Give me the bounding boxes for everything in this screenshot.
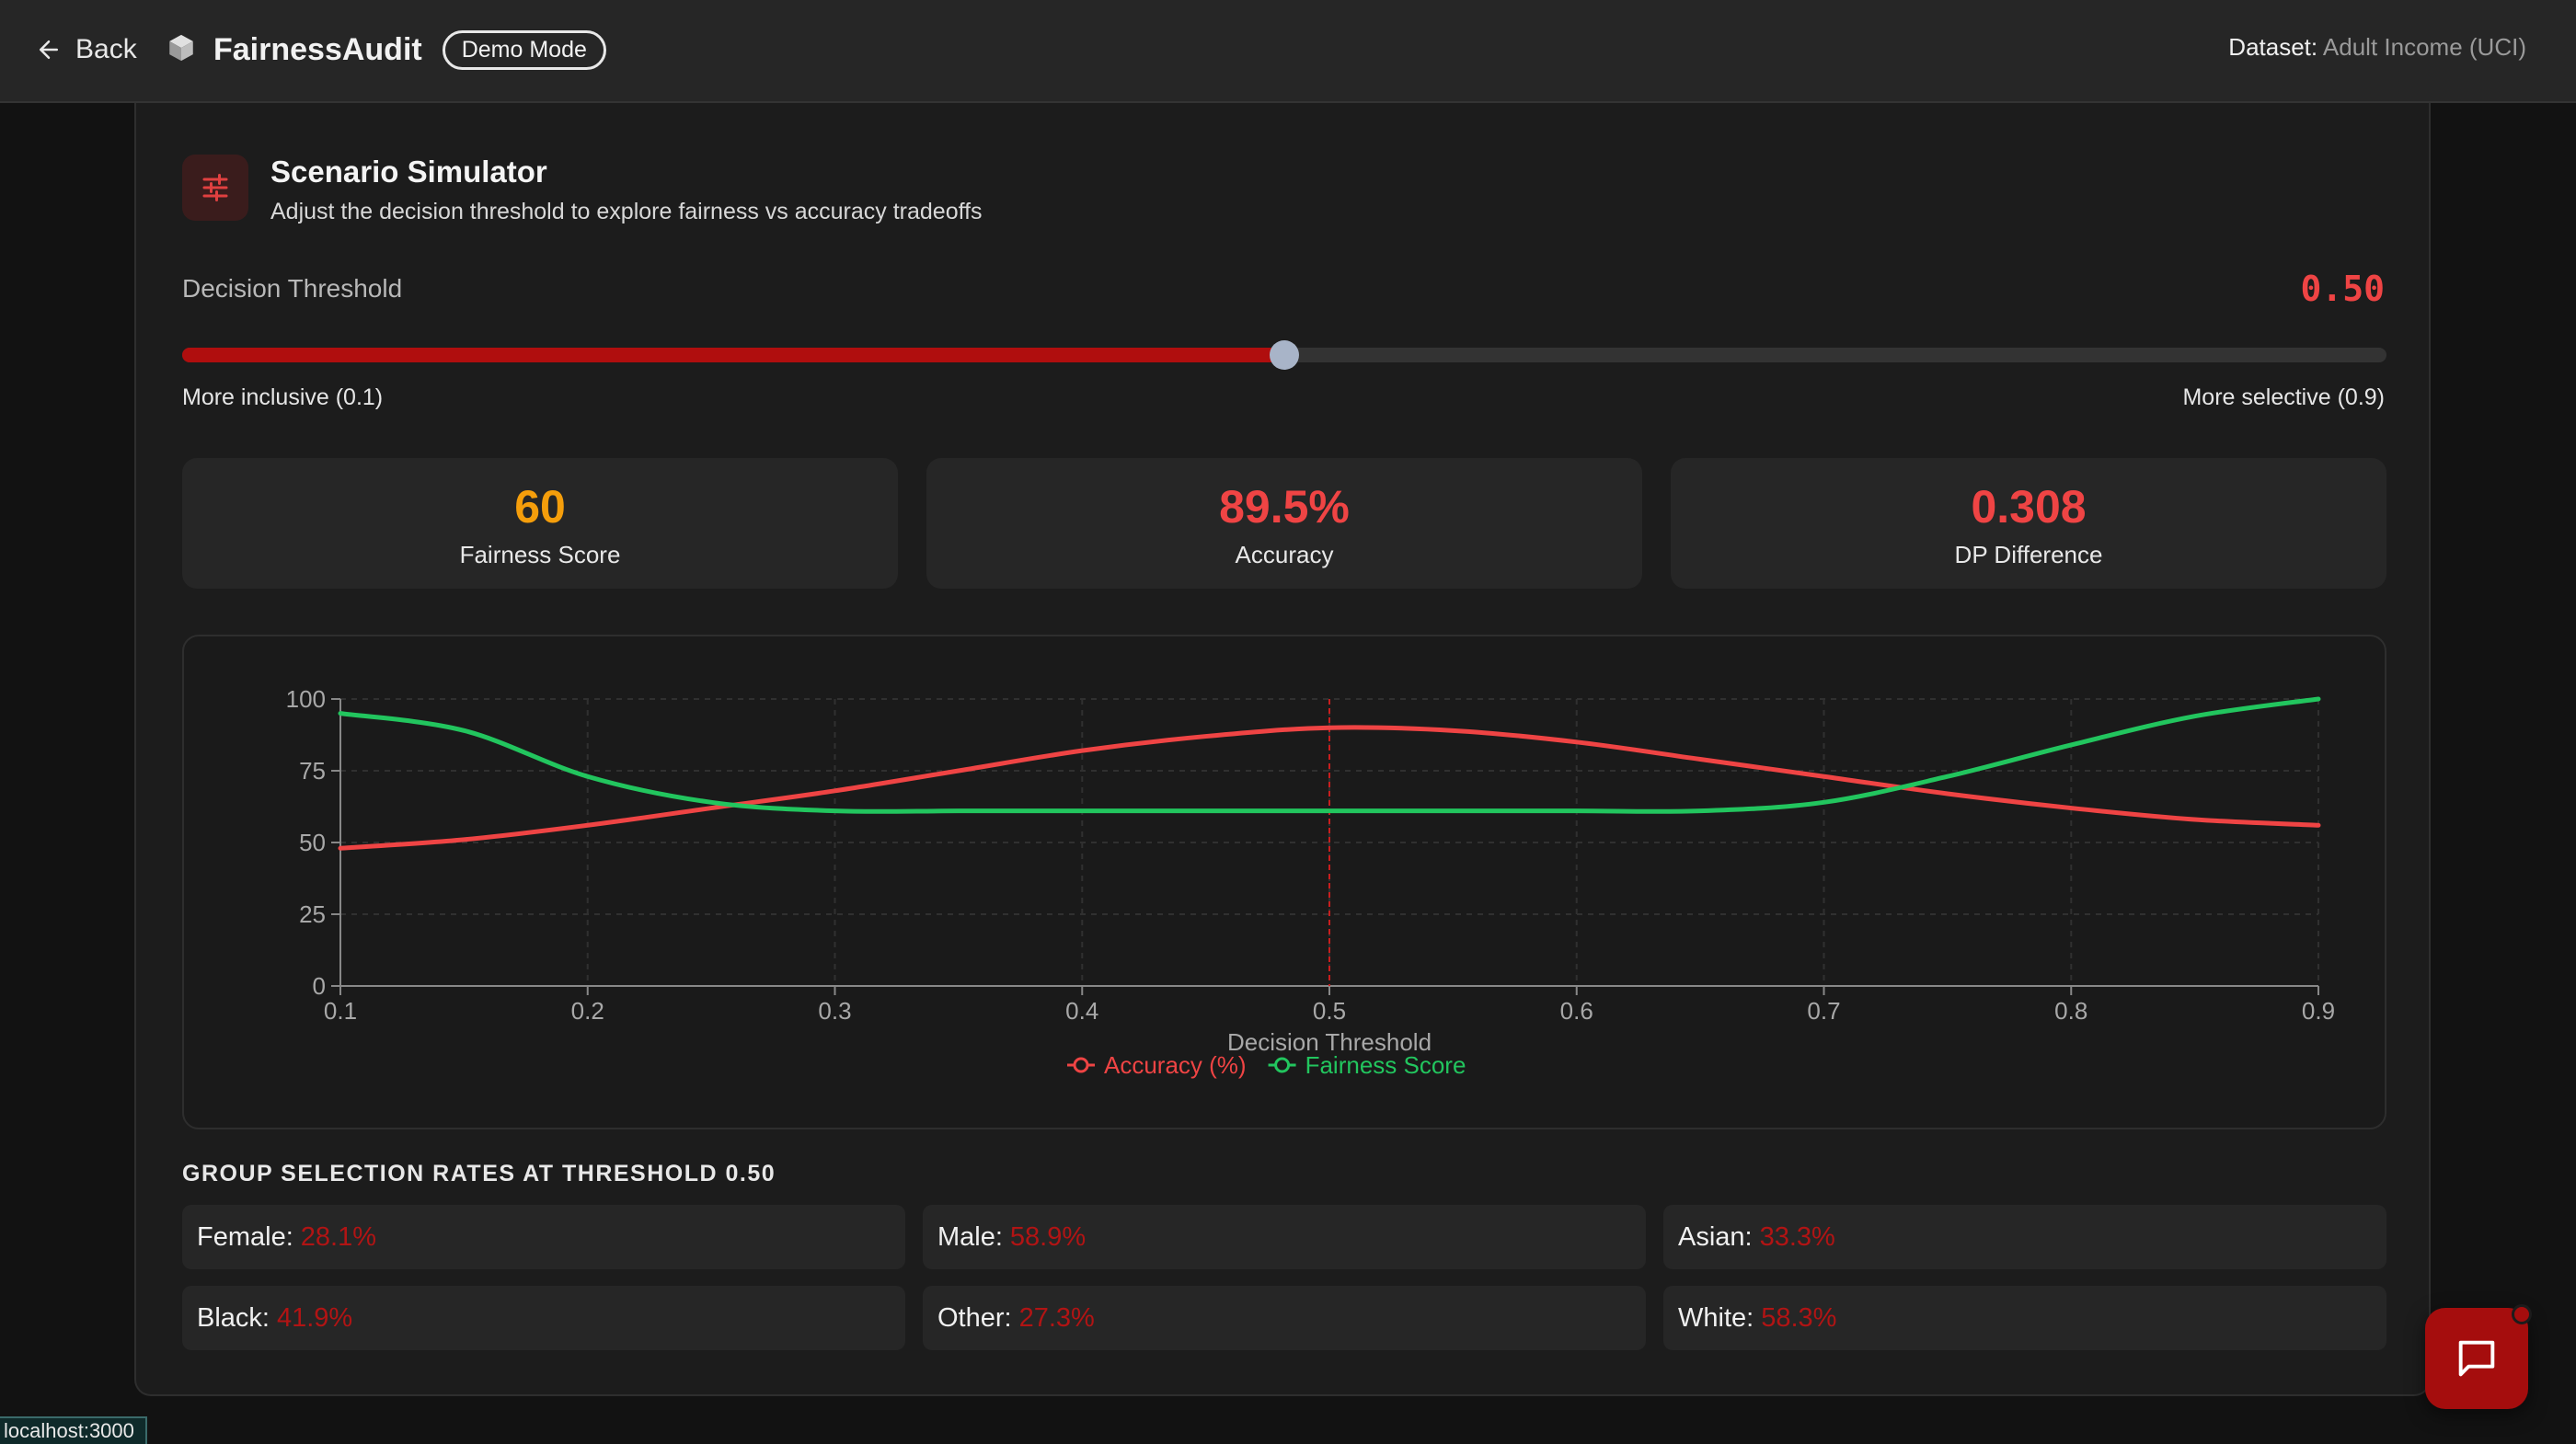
group-rate: 27.3%	[1018, 1302, 1095, 1333]
dp-difference-card: 0.308 DP Difference	[1671, 458, 2386, 589]
x-tick-label: 0.8	[2054, 997, 2087, 1025]
metric-value: 0.308	[1971, 481, 2087, 533]
legend-accuracy: Accuracy (%)	[1104, 1051, 1247, 1079]
x-axis-label: Decision Threshold	[1227, 1028, 1432, 1056]
y-tick-label: 75	[299, 757, 326, 785]
scenario-simulator-card: Scenario Simulator Adjust the decision t…	[134, 103, 2431, 1396]
group-rate: 41.9%	[276, 1302, 353, 1333]
chat-button[interactable]	[2425, 1308, 2528, 1409]
dataset-key: Dataset:	[2228, 33, 2318, 61]
y-tick-label: 100	[286, 685, 326, 713]
metric-label: Accuracy	[1235, 541, 1334, 568]
fairness-series-line	[338, 696, 2321, 814]
y-tick-label: 25	[299, 900, 326, 928]
dataset-indicator: Dataset: Adult Income (UCI)	[2228, 33, 2526, 62]
legend-swatch-marker	[1274, 1057, 1291, 1073]
group-rate-asian: Asian: 33.3%	[1663, 1205, 2386, 1269]
threshold-label: Decision Threshold	[182, 274, 403, 303]
legend-swatch-marker	[1073, 1057, 1089, 1073]
chat-icon	[2458, 1340, 2495, 1377]
metric-label: DP Difference	[1954, 541, 2103, 568]
x-tick-label: 0.9	[2302, 997, 2335, 1025]
x-tick-label: 0.7	[1807, 997, 1840, 1025]
x-tick-label: 0.2	[571, 997, 604, 1025]
cube-icon	[166, 32, 197, 68]
status-bar-url: localhost:3000	[0, 1416, 147, 1444]
group-name: Female:	[197, 1221, 293, 1252]
group-rate-black: Black: 41.9%	[182, 1286, 905, 1350]
x-tick-label: 0.4	[1065, 997, 1098, 1025]
x-tick-label: 0.5	[1313, 997, 1346, 1025]
brand-title: FairnessAudit	[213, 31, 422, 67]
group-name: Asian:	[1678, 1221, 1753, 1252]
back-label: Back	[75, 34, 137, 64]
x-tick-label: 0.6	[1560, 997, 1593, 1025]
group-name: Black:	[197, 1302, 270, 1333]
y-tick-label: 50	[299, 829, 326, 856]
threshold-value: 0.50	[2300, 269, 2385, 309]
group-rates-heading: GROUP SELECTION RATES AT THRESHOLD 0.50	[182, 1161, 776, 1186]
group-name: Other:	[937, 1302, 1012, 1333]
group-rate: 58.3%	[1761, 1302, 1837, 1333]
top-bar: Back FairnessAudit Demo Mode Dataset: Ad…	[0, 0, 2576, 103]
group-rate-other: Other: 27.3%	[923, 1286, 1646, 1350]
legend-fairness: Fairness Score	[1305, 1051, 1466, 1079]
notification-dot	[2512, 1304, 2532, 1324]
demo-mode-badge: Demo Mode	[442, 29, 606, 70]
threshold-slider[interactable]	[182, 340, 2386, 370]
group-rate-male: Male: 58.9%	[923, 1205, 1646, 1269]
slider-fill	[182, 348, 1284, 362]
accuracy-card: 89.5% Accuracy	[926, 458, 1642, 589]
x-tick-label: 0.3	[818, 997, 851, 1025]
threshold-max-label: More selective (0.9)	[2182, 384, 2385, 410]
metric-value: 89.5%	[1219, 481, 1350, 533]
metric-label: Fairness Score	[459, 541, 621, 568]
simulator-subtitle: Adjust the decision threshold to explore…	[270, 199, 983, 224]
back-button[interactable]: Back	[35, 28, 137, 72]
group-rate: 28.1%	[300, 1221, 376, 1252]
tradeoff-chart: 0.1 0.2 0.3 0.4 0.5 0.6 0.7 0.8 0.9 0 25 50 75 100 Dec…	[182, 635, 2386, 1129]
threshold-min-label: More inclusive (0.1)	[182, 384, 384, 410]
group-rate: 33.3%	[1759, 1221, 1835, 1252]
group-rate-white: White: 58.3%	[1663, 1286, 2386, 1350]
dataset-value: Adult Income (UCI)	[2322, 33, 2526, 61]
group-rate-female: Female: 28.1%	[182, 1205, 905, 1269]
accuracy-series-line	[338, 725, 2321, 851]
simulator-title: Scenario Simulator	[270, 155, 547, 189]
x-tick-label: 0.1	[324, 997, 357, 1025]
group-name: White:	[1678, 1302, 1754, 1333]
fairness-score-card: 60 Fairness Score	[182, 458, 898, 589]
brand: FairnessAudit Demo Mode	[166, 26, 606, 74]
tradeoff-chart-svg: 0.1 0.2 0.3 0.4 0.5 0.6 0.7 0.8 0.9 0 25 50 75 100 Dec…	[286, 685, 2335, 1079]
y-tick-label: 0	[313, 972, 326, 1000]
group-name: Male:	[937, 1221, 1003, 1252]
arrow-left-icon	[40, 40, 58, 59]
sliders-icon	[182, 155, 248, 221]
slider-thumb[interactable]	[1270, 340, 1299, 370]
group-rate: 58.9%	[1009, 1221, 1087, 1252]
metric-value: 60	[514, 481, 566, 533]
